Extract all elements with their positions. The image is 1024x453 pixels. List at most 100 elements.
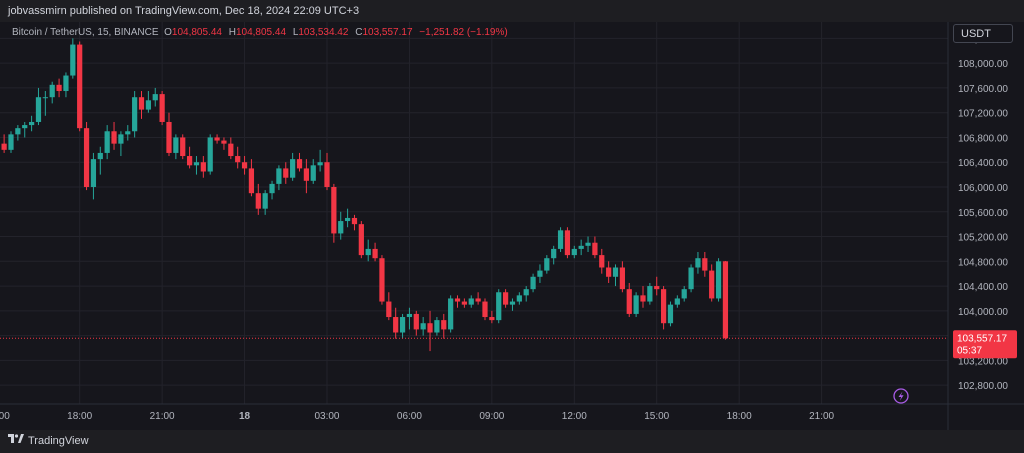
candle-body[interactable] bbox=[702, 258, 708, 271]
candle-body[interactable] bbox=[248, 168, 255, 194]
candle-body[interactable] bbox=[448, 298, 454, 330]
candle-body[interactable] bbox=[22, 125, 28, 129]
symbol-label[interactable]: Bitcoin / TetherUS, 15, BINANCE bbox=[12, 27, 159, 38]
candle-body[interactable] bbox=[132, 97, 138, 132]
candle-body[interactable] bbox=[70, 44, 76, 76]
candle-body[interactable] bbox=[461, 301, 467, 305]
candle-body[interactable] bbox=[269, 183, 275, 194]
candle-body[interactable] bbox=[276, 168, 282, 184]
candle-body[interactable] bbox=[688, 267, 694, 290]
candle-body[interactable] bbox=[722, 261, 729, 339]
candle-body[interactable] bbox=[118, 134, 124, 144]
candle-body[interactable] bbox=[138, 97, 145, 110]
candle-body[interactable] bbox=[255, 193, 261, 209]
candle-body[interactable] bbox=[626, 289, 632, 314]
currency-button[interactable]: USDT bbox=[953, 24, 1013, 43]
candle-body[interactable] bbox=[221, 140, 227, 144]
candle-body[interactable] bbox=[283, 168, 289, 178]
candle-body[interactable] bbox=[104, 131, 110, 153]
candle-body[interactable] bbox=[296, 159, 303, 169]
candle-body[interactable] bbox=[331, 186, 337, 234]
candle-body[interactable] bbox=[468, 298, 474, 305]
candle-body[interactable] bbox=[310, 165, 316, 181]
candle-body[interactable] bbox=[241, 162, 248, 169]
candle-body[interactable] bbox=[585, 242, 591, 246]
candle-body[interactable] bbox=[606, 267, 612, 277]
brand-logo[interactable]: TradingView bbox=[8, 430, 89, 453]
candle-body[interactable] bbox=[482, 301, 488, 318]
candle-body[interactable] bbox=[97, 152, 103, 160]
candle-body[interactable] bbox=[145, 100, 151, 110]
candle-body[interactable] bbox=[338, 221, 344, 234]
candle-body[interactable] bbox=[111, 131, 117, 144]
candle-body[interactable] bbox=[633, 295, 639, 314]
candle-body[interactable] bbox=[8, 134, 14, 150]
candle-body[interactable] bbox=[324, 162, 330, 187]
candle-body[interactable] bbox=[406, 313, 413, 318]
candle-body[interactable] bbox=[152, 94, 158, 101]
candle-body[interactable] bbox=[173, 137, 179, 153]
candle-body[interactable] bbox=[399, 317, 406, 333]
candle-body[interactable] bbox=[228, 143, 234, 157]
candle-body[interactable] bbox=[15, 128, 21, 135]
candle-body[interactable] bbox=[441, 320, 447, 330]
candle-body[interactable] bbox=[42, 97, 48, 99]
candle-body[interactable] bbox=[344, 217, 351, 222]
candlestick-chart[interactable]: 102,800.00103,200.00103,600.00104,000.00… bbox=[0, 22, 1024, 430]
candle-body[interactable] bbox=[475, 298, 481, 302]
candle-body[interactable] bbox=[214, 137, 220, 141]
candle-body[interactable] bbox=[1, 143, 7, 150]
candle-body[interactable] bbox=[159, 94, 165, 122]
candle-body[interactable] bbox=[193, 162, 200, 166]
candle-body[interactable] bbox=[489, 317, 495, 321]
candle-body[interactable] bbox=[544, 258, 550, 271]
candle-body[interactable] bbox=[372, 248, 378, 259]
candle-body[interactable] bbox=[674, 298, 680, 305]
candle-body[interactable] bbox=[379, 258, 385, 302]
candle-body[interactable] bbox=[166, 121, 172, 153]
candle-body[interactable] bbox=[502, 292, 509, 305]
candle-body[interactable] bbox=[358, 224, 364, 256]
candle-body[interactable] bbox=[592, 242, 598, 256]
lightning-icon[interactable] bbox=[893, 388, 909, 404]
candle-body[interactable] bbox=[640, 295, 646, 302]
candle-body[interactable] bbox=[77, 44, 83, 129]
candle-body[interactable] bbox=[681, 289, 687, 299]
candle-body[interactable] bbox=[393, 317, 399, 333]
candle-body[interactable] bbox=[571, 248, 577, 256]
candle-body[interactable] bbox=[317, 162, 323, 166]
candle-body[interactable] bbox=[667, 304, 674, 324]
candle-body[interactable] bbox=[715, 261, 722, 299]
last-price-badge[interactable] bbox=[953, 330, 1017, 359]
candle-body[interactable] bbox=[200, 162, 206, 172]
candle-body[interactable] bbox=[516, 295, 522, 302]
candle-body[interactable] bbox=[695, 258, 701, 268]
candle-body[interactable] bbox=[420, 323, 426, 330]
candle-body[interactable] bbox=[180, 137, 186, 157]
candle-body[interactable] bbox=[496, 292, 502, 321]
candle-body[interactable] bbox=[90, 159, 97, 187]
candle-body[interactable] bbox=[599, 255, 605, 268]
candle-body[interactable] bbox=[207, 137, 213, 172]
candle-body[interactable] bbox=[427, 323, 433, 333]
chart-frame[interactable] bbox=[0, 22, 1024, 430]
candle-body[interactable] bbox=[262, 193, 268, 209]
candle-body[interactable] bbox=[454, 298, 461, 302]
candle-body[interactable] bbox=[386, 301, 392, 318]
candle-body[interactable] bbox=[578, 245, 584, 249]
candle-body[interactable] bbox=[434, 320, 440, 333]
candle-body[interactable] bbox=[647, 286, 653, 302]
candle-body[interactable] bbox=[290, 159, 296, 178]
candle-body[interactable] bbox=[125, 131, 131, 135]
candle-body[interactable] bbox=[619, 267, 625, 290]
candle-body[interactable] bbox=[509, 301, 516, 305]
candle-body[interactable] bbox=[551, 248, 557, 259]
candle-body[interactable] bbox=[235, 156, 241, 163]
candle-body[interactable] bbox=[365, 248, 371, 256]
candle-body[interactable] bbox=[56, 84, 62, 92]
candle-body[interactable] bbox=[63, 75, 69, 92]
candle-body[interactable] bbox=[49, 84, 55, 98]
candle-body[interactable] bbox=[537, 270, 543, 277]
candle-body[interactable] bbox=[523, 289, 529, 296]
candle-body[interactable] bbox=[186, 156, 193, 166]
